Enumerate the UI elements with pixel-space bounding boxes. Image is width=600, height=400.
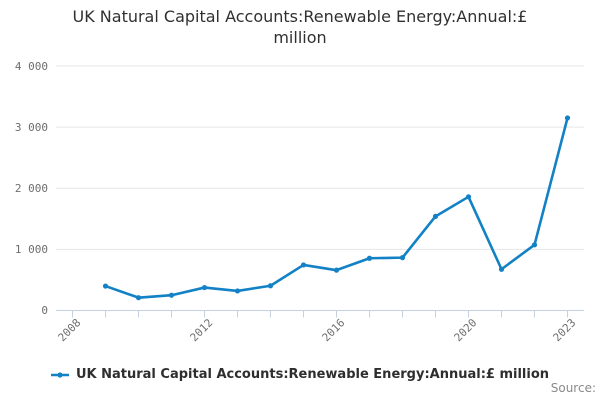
legend-label: UK Natural Capital Accounts:Renewable En…	[75, 367, 550, 382]
data-point-marker[interactable]	[333, 267, 340, 273]
data-point-marker[interactable]	[465, 194, 472, 200]
data-point-marker[interactable]	[432, 213, 439, 219]
y-axis-tick-label: 1 000	[14, 242, 48, 256]
data-point-marker[interactable]	[366, 255, 373, 261]
data-point-marker[interactable]	[498, 266, 505, 272]
y-axis-tick-label: 2 000	[14, 181, 48, 195]
y-axis-tick-label: 4 000	[14, 59, 48, 73]
data-point-marker[interactable]	[135, 295, 142, 301]
y-axis-tick-label: 3 000	[14, 120, 48, 134]
chart-title: UK Natural Capital Accounts:Renewable En…	[72, 7, 528, 47]
data-point-marker[interactable]	[102, 283, 109, 289]
legend-marker-icon	[50, 371, 69, 378]
data-point-marker[interactable]	[234, 288, 241, 294]
data-point-marker[interactable]	[399, 255, 406, 261]
y-axis-tick-label: 0	[41, 304, 48, 317]
data-point-marker[interactable]	[564, 115, 571, 121]
legend[interactable]: UK Natural Capital Accounts:Renewable En…	[0, 367, 600, 382]
data-point-marker[interactable]	[201, 284, 208, 291]
data-point-marker[interactable]	[300, 262, 307, 268]
data-point-marker[interactable]	[168, 292, 175, 298]
data-point-marker[interactable]	[531, 242, 538, 248]
data-point-marker[interactable]	[267, 283, 274, 289]
source-note: Source:	[550, 381, 596, 395]
